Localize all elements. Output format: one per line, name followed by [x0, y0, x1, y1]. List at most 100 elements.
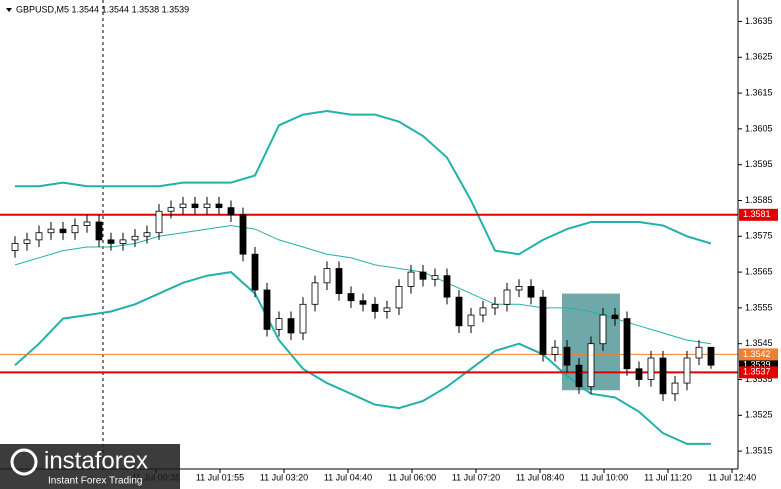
x-tick-label: 11 Jul 10:00 — [580, 472, 628, 482]
candle-body — [299, 303, 307, 334]
candle-body — [659, 357, 667, 395]
plot-area — [0, 109, 738, 445]
candle-body — [359, 300, 367, 305]
candle-body — [95, 221, 103, 241]
level-box — [739, 366, 778, 379]
level-label: 1.3537 — [743, 367, 771, 377]
candle-body — [695, 346, 703, 359]
candle-body — [131, 235, 139, 241]
watermark-brand: instaforex — [44, 447, 148, 474]
candle-body — [443, 275, 451, 298]
candle-body — [155, 210, 163, 234]
candle-body — [479, 307, 487, 316]
watermark-tagline: Instant Forex Trading — [48, 476, 143, 487]
candle-body — [467, 314, 475, 327]
candle-body — [515, 286, 523, 291]
x-tick-label: 11 Jul 03:20 — [260, 472, 308, 482]
candle-body — [119, 239, 127, 244]
x-tick-label: 11 Jul 07:20 — [452, 472, 500, 482]
y-tick-label: 1.3605 — [745, 123, 773, 133]
candle-body — [383, 307, 391, 312]
candle-body — [35, 232, 43, 241]
candle-body — [23, 239, 31, 244]
y-tick-label: 1.3585 — [745, 195, 773, 205]
x-tick-label: 11 Jul 06:00 — [388, 472, 436, 482]
y-tick-label: 1.3565 — [745, 266, 773, 276]
x-tick-label: 11 Jul 12:40 — [708, 472, 756, 482]
chart-title: GBPUSD,M5 1.3544 1.3544 1.3538 1.3539 — [16, 4, 189, 14]
candle-body — [623, 318, 631, 370]
candle-body — [107, 239, 115, 244]
x-tick-label: 11 Jul 04:40 — [324, 472, 372, 482]
y-tick-label: 1.3635 — [745, 16, 773, 26]
candle-body — [335, 268, 343, 294]
candle-body — [59, 228, 67, 234]
candle-body — [551, 346, 559, 355]
candle-body — [167, 207, 175, 212]
level-label: 1.3542 — [743, 349, 771, 359]
candle-body — [47, 228, 55, 234]
candle-body — [251, 253, 259, 291]
candle-body — [503, 289, 511, 305]
candle-body — [263, 289, 271, 330]
y-tick-label: 1.3515 — [745, 445, 773, 455]
x-tick-label: 11 Jul 08:40 — [516, 472, 564, 482]
y-tick-label: 1.3555 — [745, 302, 773, 312]
candle-body — [575, 364, 583, 388]
candle-body — [323, 268, 331, 284]
candle-body — [275, 318, 283, 330]
candle-body — [491, 303, 499, 309]
candle-body — [599, 314, 607, 345]
candle-body — [179, 203, 187, 209]
candle-body — [635, 368, 643, 380]
watermark-logo — [10, 448, 38, 476]
candle-body — [647, 357, 655, 380]
y-tick-label: 1.3615 — [745, 87, 773, 97]
level-box — [739, 208, 778, 221]
candle-body — [371, 303, 379, 312]
level-box — [739, 348, 778, 361]
candle-body — [71, 225, 79, 234]
candle-body — [683, 357, 691, 384]
candle-body — [215, 203, 223, 209]
y-tick-label: 1.3535 — [745, 374, 773, 384]
candle-body — [671, 382, 679, 395]
bollinger-lower — [14, 271, 711, 445]
candle-body — [539, 296, 547, 355]
candle-body — [203, 203, 211, 209]
candle-body — [395, 286, 403, 309]
candle-body — [227, 207, 235, 216]
x-tick-label: 11 Jul 11:20 — [644, 472, 692, 482]
candle-body — [611, 314, 619, 320]
candle-body — [455, 296, 463, 327]
candle-body — [563, 346, 571, 366]
bollinger-middle — [14, 224, 712, 345]
candle-body — [587, 343, 595, 388]
y-tick-label: 1.3595 — [745, 159, 773, 169]
watermark: instaforex Instant Forex Trading — [0, 444, 180, 489]
y-tick-label: 1.3525 — [745, 410, 773, 420]
level-label: 1.3581 — [743, 209, 771, 219]
candle-body — [287, 318, 295, 334]
candle-body — [407, 271, 415, 287]
candle-body — [419, 271, 427, 280]
candle-body — [83, 221, 91, 226]
candle-body — [191, 203, 199, 209]
candle-body — [527, 286, 535, 298]
y-tick-label: 1.3625 — [745, 52, 773, 62]
x-tick-label: 11 Jul 01:55 — [196, 472, 244, 482]
candle-body — [347, 293, 355, 302]
y-tick-label: 1.3575 — [745, 231, 773, 241]
bollinger-upper — [15, 109, 712, 256]
symbol-marker — [6, 8, 12, 12]
candle-body — [707, 346, 715, 366]
y-tick-label: 1.3545 — [745, 338, 773, 348]
candle-body — [431, 275, 439, 280]
candle-body — [311, 282, 319, 305]
candle-body — [239, 214, 247, 255]
last-price-label: 1.3539 — [743, 360, 771, 370]
candle-body — [143, 232, 151, 237]
